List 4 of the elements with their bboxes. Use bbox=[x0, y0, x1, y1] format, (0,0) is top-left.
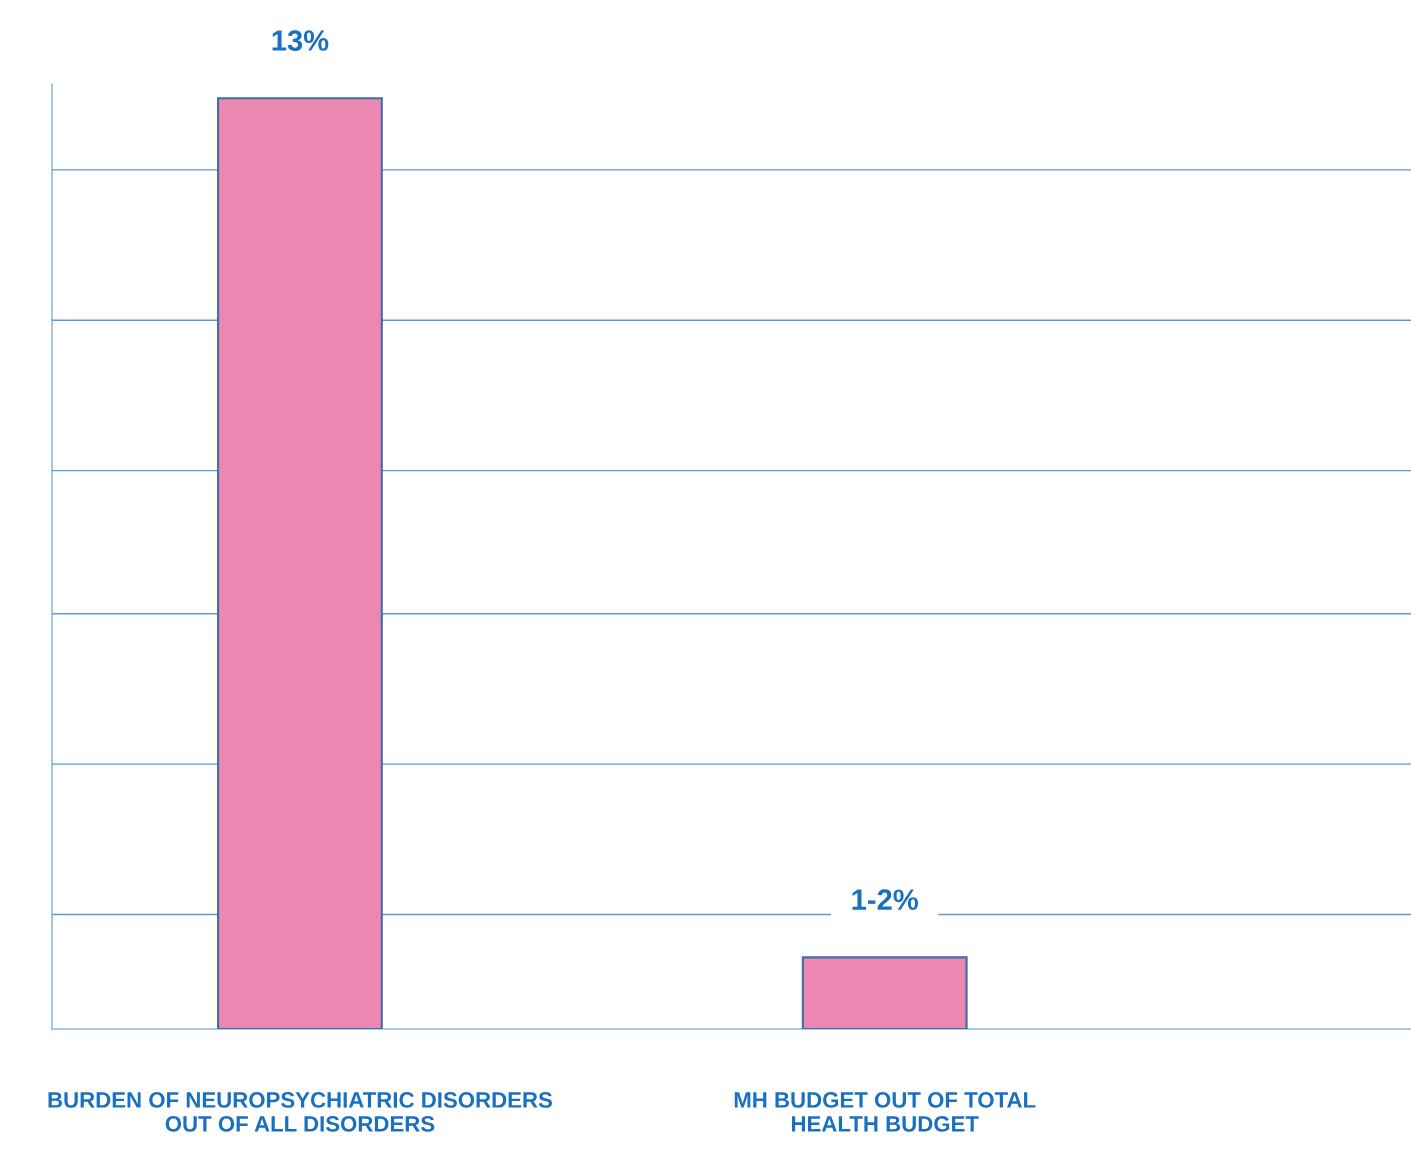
data-label: 1-2% bbox=[852, 889, 918, 910]
x-tick-label: BURDEN OF NEUROPSYCHIATRIC DISORDERS OUT OF ALL DISORDERS bbox=[48, 1092, 552, 1132]
data-label: 13% bbox=[272, 30, 329, 51]
x-tick-label: MH BUDGET OUT OF TOTAL HEALTH BUDGET bbox=[734, 1092, 1036, 1132]
